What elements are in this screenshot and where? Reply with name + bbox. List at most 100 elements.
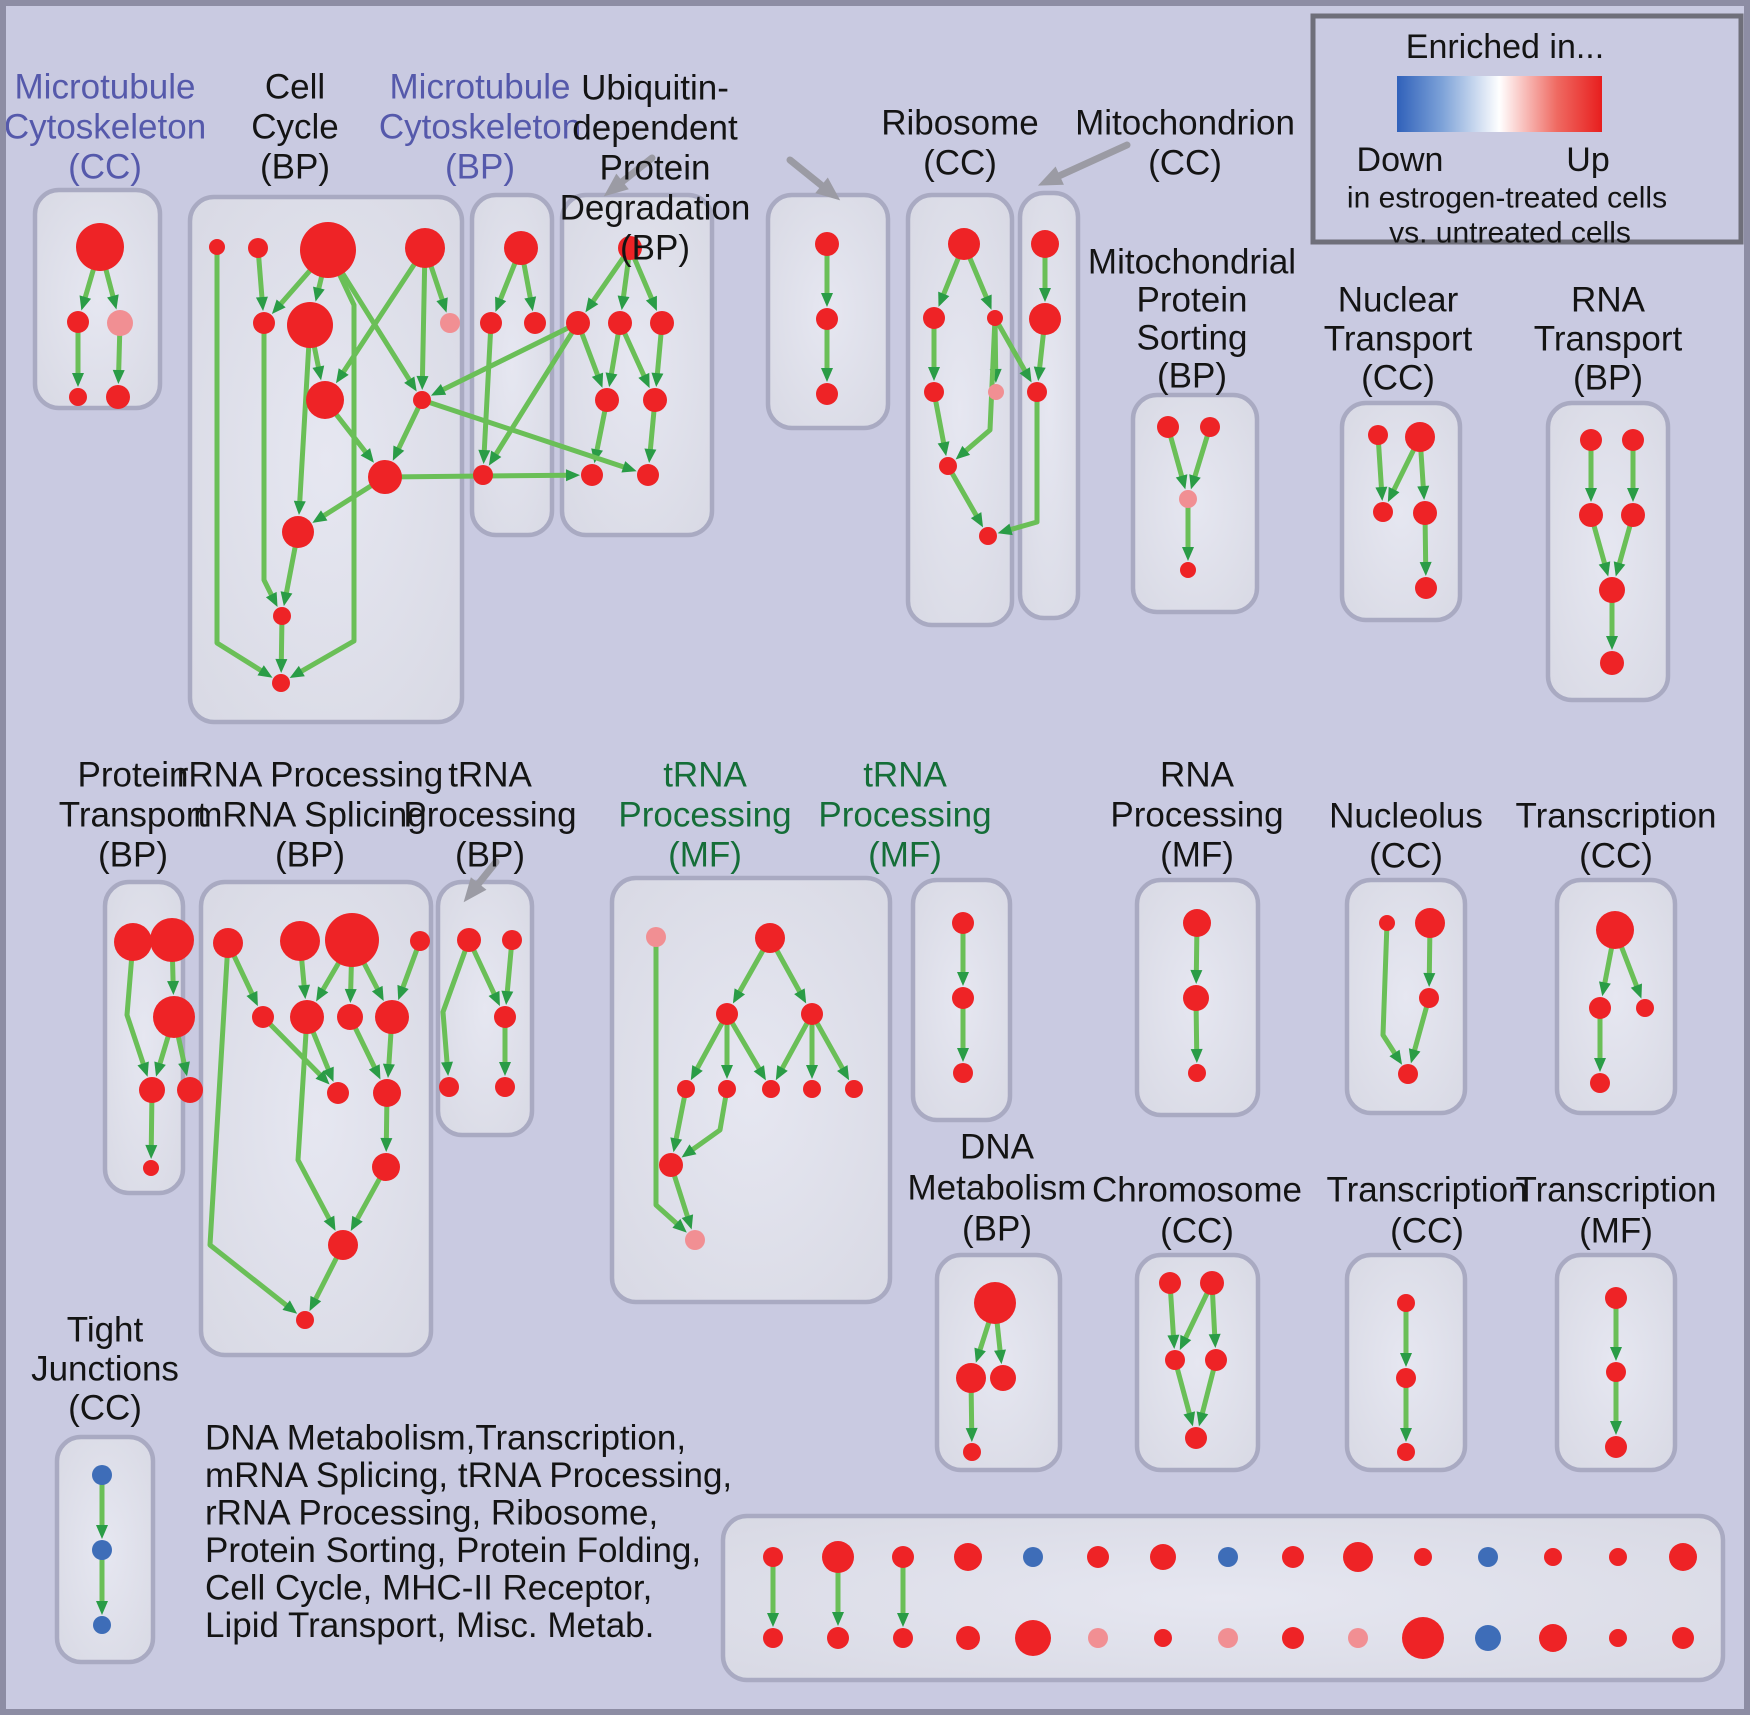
- transcription-mf-node-1: [1606, 1362, 1626, 1382]
- mixed-functions-node-3: [954, 1543, 982, 1571]
- edge-arrowhead: [681, 1144, 697, 1158]
- mixed-functions-node-14: [1669, 1543, 1697, 1571]
- edge-arrowhead: [1189, 474, 1201, 490]
- edge-arrowhead: [753, 1065, 766, 1081]
- edge-arrowhead: [645, 295, 657, 312]
- trna-processing-mf-1-node-8: [845, 1080, 863, 1098]
- edge-line: [297, 322, 313, 506]
- edge-arrowhead: [1610, 1347, 1622, 1361]
- edge-arrowhead: [1196, 1411, 1209, 1427]
- cell-cycle-bp-node-6: [440, 313, 460, 333]
- edge-arrowhead: [1037, 166, 1064, 186]
- edge-arrowhead: [937, 441, 950, 457]
- rna-transport-bp-node-5: [1600, 651, 1624, 675]
- rna-transport-bp-node-3: [1621, 503, 1645, 527]
- transcription-cc-mid-node-2: [1636, 999, 1654, 1017]
- label-microtubule-cc-line-1: Cytoskeleton: [6, 108, 206, 147]
- edge-arrowhead: [371, 985, 384, 1002]
- mitochondrion-cc-node-1: [1029, 303, 1061, 335]
- legend-gradient-bar: [1397, 76, 1602, 132]
- ribosome-cc-node-5: [939, 457, 957, 475]
- mixed-functions-node-9: [1343, 1542, 1373, 1572]
- label-rrna-mrna-line-0: rRNA Processing: [177, 756, 443, 795]
- edge-arrowhead: [617, 295, 630, 311]
- rrna-processing-mrna-splicing-bp-node-10: [372, 1153, 400, 1181]
- transcription-mf-node-0: [1605, 1287, 1627, 1309]
- ribosome-cc-node-0: [948, 228, 980, 260]
- nuclear-transport-cc-node-0: [1368, 425, 1388, 445]
- label-nucleolus-line-1: (CC): [1369, 837, 1443, 876]
- nucleolus-cc-box: [1344, 877, 1468, 1116]
- edge-line: [439, 320, 581, 393]
- label-trna-mf-2-line-1: Processing: [818, 796, 991, 835]
- microtubule-cytoskeleton-cc-node-0: [76, 223, 124, 271]
- ubiquitin-degradation-2-node-2: [816, 383, 838, 405]
- cell-cycle-bp-node-3: [405, 228, 445, 268]
- rrna-processing-mrna-splicing-bp-node-7: [375, 1000, 409, 1034]
- rrna-processing-mrna-splicing-bp-node-12: [296, 1311, 314, 1329]
- edge-arrowhead: [997, 523, 1013, 536]
- ubiquitin-degradation-1-node-6: [581, 464, 603, 486]
- trna-processing-mf-1-node-10: [685, 1230, 705, 1250]
- label-nuclear-transport-line-0: Nuclear: [1338, 281, 1459, 320]
- ubiquitin-degradation-1-node-5: [643, 388, 667, 412]
- rrna-processing-mrna-splicing-bp-node-8: [327, 1082, 349, 1104]
- mitochondrial-protein-sorting-bp-node-0: [1157, 416, 1179, 438]
- cell-cycle-bp-node-9: [368, 460, 402, 494]
- edge-arrowhead: [524, 296, 537, 312]
- edge-line: [124, 939, 147, 1068]
- label-rrna-mrna-line-2: (BP): [275, 836, 345, 875]
- edge-arrowhead: [72, 373, 84, 387]
- edge-arrowhead: [360, 448, 374, 463]
- edge-arrowhead: [436, 297, 448, 313]
- mixed-functions-node-1: [822, 1541, 854, 1573]
- note-line-2: rRNA Processing, Ribosome,: [205, 1494, 658, 1533]
- mixed-functions-node-0: [763, 1547, 783, 1567]
- nuclear-transport-cc-node-2: [1373, 502, 1393, 522]
- ubiquitin-degradation-1-node-4: [595, 388, 619, 412]
- rna-transport-bp-box: [1545, 400, 1671, 703]
- label-mitochondrion-line-1: (CC): [1148, 144, 1222, 183]
- label-microtubule-bp-line-0: Microtubule: [390, 68, 571, 107]
- label-cell-cycle-line-2: (BP): [260, 148, 330, 187]
- rna-processing-mf-node-1: [1183, 985, 1209, 1011]
- edge-arrowhead: [430, 383, 447, 396]
- note-line-0: DNA Metabolism,Transcription,: [205, 1419, 686, 1458]
- edge-arrowhead: [672, 1218, 687, 1233]
- rna-transport-bp-node-0: [1580, 429, 1602, 451]
- edge-arrowhead: [313, 286, 325, 302]
- label-chromosome-line-1: (CC): [1160, 1212, 1234, 1251]
- cell-cycle-bp-node-1: [248, 238, 268, 258]
- microtubule-cytoskeleton-bp-node-2: [524, 312, 546, 334]
- edge-arrowhead: [732, 988, 746, 1004]
- rrna-processing-mrna-splicing-bp-node-2: [325, 913, 379, 967]
- note-line-5: Lipid Transport, Misc. Metab.: [205, 1606, 654, 1645]
- edge-line: [440, 937, 472, 1067]
- label-nucleolus-line-0: Nucleolus: [1329, 797, 1483, 836]
- edge-arrowhead: [404, 376, 417, 392]
- edge-arrowhead: [112, 369, 125, 385]
- rna-transport-bp-node-4: [1599, 577, 1625, 603]
- legend-up-label: Up: [1566, 141, 1609, 179]
- edge-arrowhead: [565, 469, 581, 482]
- transcription-cc-mid-node-0: [1596, 911, 1634, 949]
- edge-arrowhead: [1400, 1353, 1412, 1367]
- edge-arrowhead: [1190, 1048, 1203, 1064]
- mixed-functions-node-6: [1150, 1544, 1176, 1570]
- trna-processing-bp-node-0: [457, 928, 481, 952]
- protein-transport-bp-node-0: [114, 923, 152, 961]
- edge-line: [481, 320, 494, 455]
- mixed-functions-node-24: [1348, 1628, 1368, 1648]
- microtubule-cytoskeleton-cc-node-1: [67, 311, 89, 333]
- edge-arrowhead: [289, 665, 305, 679]
- edge-arrowhead: [897, 1613, 909, 1627]
- label-trna-bp-line-1: Processing: [403, 796, 576, 835]
- label-dna-metabolism-line-2: (BP): [962, 1210, 1032, 1249]
- tight-junctions-cc-node-1: [92, 1540, 112, 1560]
- trna-processing-bp-node-3: [439, 1077, 459, 1097]
- chromosome-cc-box: [1134, 1252, 1261, 1473]
- edge-arrowhead: [275, 658, 288, 674]
- edge-arrowhead: [1039, 288, 1051, 302]
- rrna-processing-mrna-splicing-bp-node-3: [410, 931, 430, 951]
